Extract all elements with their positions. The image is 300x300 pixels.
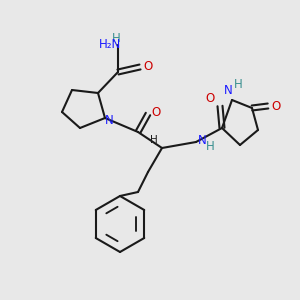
Text: H: H — [234, 77, 242, 91]
Text: H: H — [150, 135, 158, 145]
Text: O: O — [272, 100, 280, 112]
Text: O: O — [143, 61, 153, 74]
Text: H₂N: H₂N — [99, 38, 121, 52]
Text: O: O — [152, 106, 160, 118]
Text: O: O — [206, 92, 214, 106]
Text: N: N — [105, 113, 113, 127]
Text: H: H — [206, 140, 214, 154]
Text: H: H — [112, 32, 120, 46]
Text: N: N — [198, 134, 206, 146]
Text: N: N — [224, 83, 232, 97]
